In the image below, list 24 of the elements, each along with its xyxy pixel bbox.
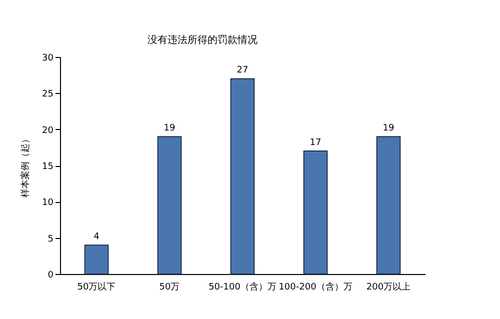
bar: [230, 78, 255, 274]
x-tick-label: 100-200（含）万: [278, 282, 352, 292]
x-tick-label: 50-100（含）万: [208, 282, 276, 292]
bar: [376, 136, 401, 274]
y-axis-title: 样本案例（起）: [20, 134, 32, 198]
x-tick-label: 200万以上: [366, 282, 411, 292]
y-tick-label: 15: [42, 162, 54, 172]
y-tick-label: 10: [42, 198, 54, 208]
bar: [157, 136, 182, 274]
y-tick-label: 30: [42, 54, 54, 64]
bar: [303, 150, 328, 274]
data-label: 4: [94, 232, 100, 242]
x-tick-label: 50万以下: [77, 282, 116, 292]
data-label: 19: [164, 124, 176, 134]
data-label: 27: [236, 66, 248, 76]
chart-title: 没有违法所得的罚款情况: [148, 34, 258, 46]
y-tick-label: 5: [48, 234, 54, 244]
y-tick-label: 0: [48, 270, 54, 280]
x-tick-label: 50万: [159, 282, 180, 292]
bar: [84, 244, 109, 274]
y-tick-label: 25: [42, 90, 54, 100]
y-tick-label: 20: [42, 126, 54, 136]
data-label: 17: [310, 138, 322, 148]
data-label: 19: [382, 124, 394, 134]
